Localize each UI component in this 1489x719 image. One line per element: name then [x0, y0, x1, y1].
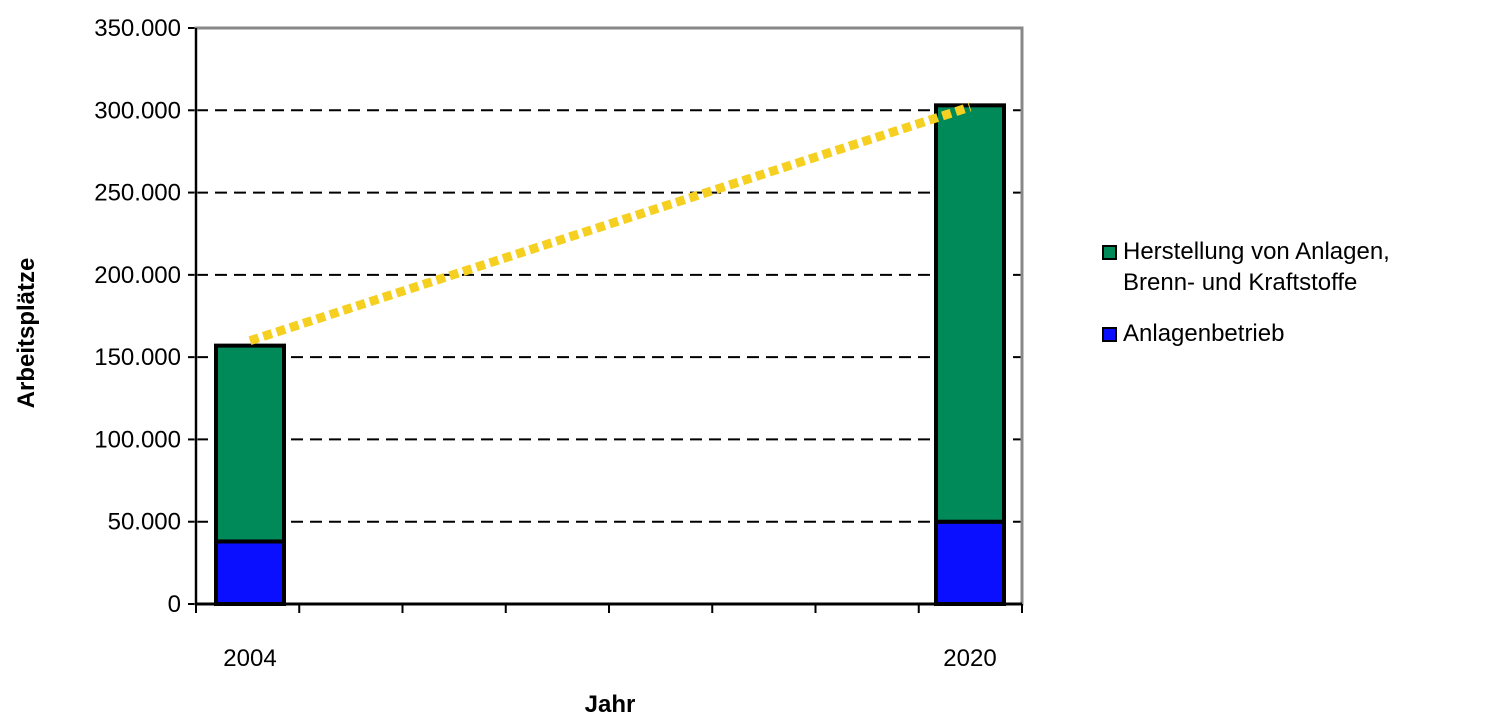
x-tick-label: 2004	[223, 645, 276, 672]
y-tick-label: 250.000	[94, 180, 181, 207]
bar-2004-series-1	[214, 343, 286, 544]
legend-item-herstellung: Herstellung von Anlagen, Brenn- und Kraf…	[1102, 236, 1390, 298]
trend-line	[248, 102, 972, 345]
y-tick-label: 50.000	[108, 509, 181, 536]
bars	[214, 103, 1006, 607]
gridlines	[196, 109, 1022, 523]
y-tick-label: 150.000	[94, 344, 181, 371]
bar-2004-series-0	[214, 539, 286, 606]
y-tick-labels: 0 50.000 100.000 150.000 200.000 250.000 300.0…	[94, 15, 181, 618]
x-tick-label: 2020	[943, 645, 996, 672]
legend-label-herstellung: Herstellung von Anlagen, Brenn- und Kraf…	[1123, 238, 1390, 296]
bar-2020-series-1	[934, 103, 1006, 524]
legend-swatch-herstellung	[1102, 245, 1117, 260]
y-axis-title: Arbeitsplätze	[13, 258, 40, 409]
bar-2020-series-0	[934, 519, 1006, 607]
legend: Herstellung von Anlagen, Brenn- und Kraf…	[1102, 236, 1390, 369]
trend-line-path	[248, 102, 972, 345]
x-axis-title: Jahr	[585, 691, 636, 718]
y-tick-label: 300.000	[94, 97, 181, 124]
y-tick-label: 200.000	[94, 262, 181, 289]
y-tick-label: 0	[168, 591, 181, 618]
y-tick-label: 350.000	[94, 15, 181, 42]
x-tick-labels: 2004 2020	[223, 645, 996, 672]
legend-label-anlagenbetrieb: Anlagenbetrieb	[1123, 320, 1285, 347]
legend-swatch-anlagenbetrieb	[1102, 327, 1117, 342]
legend-item-anlagenbetrieb: Anlagenbetrieb	[1102, 318, 1390, 349]
y-tick-label: 100.000	[94, 426, 181, 453]
axes	[188, 26, 1024, 613]
